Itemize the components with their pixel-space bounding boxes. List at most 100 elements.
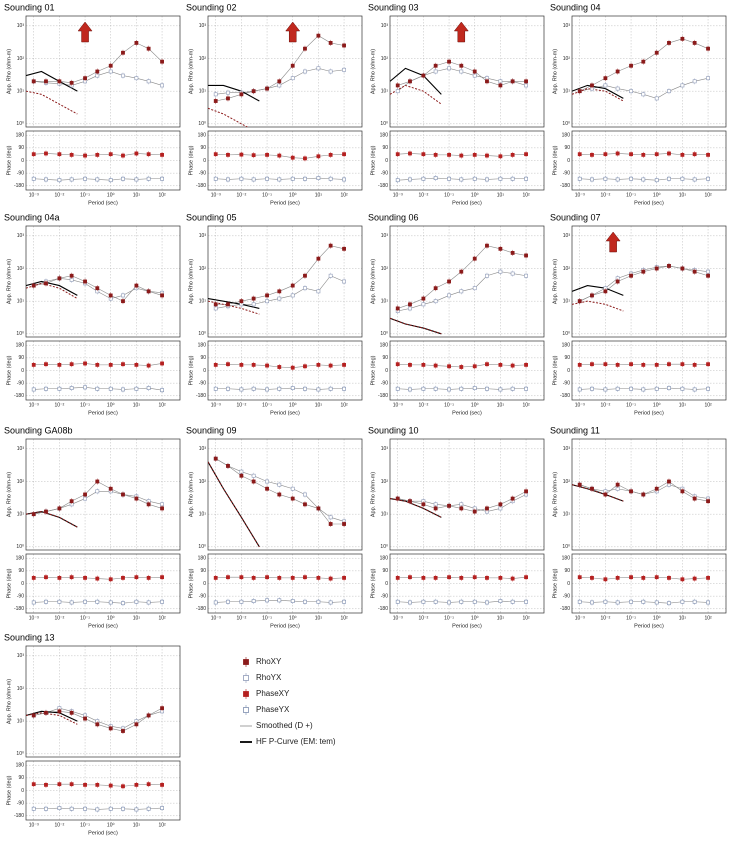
smoothed-curve [397,245,527,309]
data-point [680,176,685,181]
data-point [459,69,464,74]
data-point [603,577,608,582]
sounding-panel: Sounding 01 10⁻³ 10⁻² 10⁻¹ 10⁰ 10¹ 10² 10⁰ 10¹ 10… [4,2,181,206]
data-point [316,575,321,580]
x-tick-label: 10⁻³ [575,615,585,621]
x-tick-label: 10⁰ [471,192,479,198]
y-tick-label: 10³ [381,446,389,452]
sounding-panel: Sounding 03 10⁻³ 10⁻² 10⁻¹ 10⁰ 10¹ 10² 10⁰ 10¹ 10… [368,2,545,206]
data-point [706,46,710,51]
x-axis-label: Period (sec) [634,200,664,206]
data-point [69,362,74,367]
x-tick-label: 10¹ [497,402,505,408]
phase-plot [31,360,164,394]
data-point [303,575,307,580]
data-point [629,63,633,68]
data-point [603,599,608,604]
data-point [408,79,412,84]
data-point [590,152,594,157]
smoothed-curve [215,35,345,102]
data-point [121,575,125,580]
data-point [459,386,464,391]
data-point [134,386,139,391]
phase-tick-label: -180 [196,183,206,189]
data-point [692,576,697,581]
y-tick-label: 10² [563,479,571,485]
data-point [146,502,151,507]
data-point [667,89,671,94]
data-point [433,69,438,74]
data-point [69,80,74,85]
data-point [57,709,62,714]
x-axis-label: Period (sec) [88,410,118,416]
data-point [83,782,87,787]
data-point [328,522,333,526]
data-point [303,273,307,278]
data-point [485,177,489,182]
phase-tick-label: 0 [21,581,24,587]
x-tick-label: 10⁻³ [211,615,221,621]
panel-title: Sounding 04 [550,2,601,12]
y-tick-label: 10³ [563,233,571,239]
phase-tick-label: 90 [382,568,388,574]
data-point [108,486,113,491]
data-point [654,266,659,271]
data-point [692,41,697,45]
phase-tick-label: 90 [382,355,388,361]
rho-axis-label: App. Rho (ohm-m) [188,49,194,94]
data-point [577,299,582,304]
data-point [395,152,400,157]
phase-tick-label: -180 [14,813,24,819]
sounding-panel: Sounding 13 10⁻³ 10⁻² 10⁻¹ 10⁰ 10¹ 10² 10⁰ 10¹ 10… [4,632,181,836]
data-point [472,575,477,580]
x-tick-label: 10⁻³ [575,192,585,198]
data-point [31,283,36,288]
data-point [213,362,218,367]
data-point [83,153,87,158]
legend-label: RhoXY [256,657,282,666]
y-tick-label: 10¹ [199,298,207,304]
data-point [57,575,62,580]
data-point [160,599,164,604]
data-point [146,289,151,294]
data-point [472,599,477,604]
y-tick-label: 10² [199,479,207,485]
data-point [641,152,646,157]
panel-title: Sounding 01 [4,2,55,12]
panel-title: Sounding 04a [4,212,60,222]
data-point [290,155,295,160]
data-point [316,599,321,604]
data-point [667,362,671,367]
data-point [277,598,282,603]
data-point [251,302,256,307]
data-point [328,273,333,278]
data-point [44,362,48,367]
data-point [31,782,36,787]
data-point [421,296,426,301]
data-point [160,575,164,580]
sounding-panel: Sounding 11 10⁻³ 10⁻² 10⁻¹ 10⁰ 10¹ 10² 10⁰ 10¹ 10… [550,425,727,629]
data-point [213,92,218,97]
data-point [706,575,710,580]
rho-plot [208,242,346,315]
data-point [108,600,113,605]
data-point [706,362,710,367]
data-point [290,176,295,181]
phase-tick-label: -180 [378,183,388,189]
x-tick-label: 10⁰ [107,192,115,198]
x-tick-label: 10⁻³ [211,192,221,198]
phase-axis-label: Phase (deg) [552,145,558,175]
rho-axis-label: App. Rho (ohm-m) [188,472,194,517]
data-point [265,575,269,580]
y-tick-label: 10³ [17,446,25,452]
panel-title: Sounding 13 [4,632,55,642]
data-point [303,502,307,507]
data-point [108,783,113,788]
data-point [524,599,528,604]
phase-plot [395,150,528,184]
y-tick-label: 10¹ [17,511,25,517]
data-point [251,296,256,301]
data-point [121,601,125,606]
data-point [239,299,244,304]
